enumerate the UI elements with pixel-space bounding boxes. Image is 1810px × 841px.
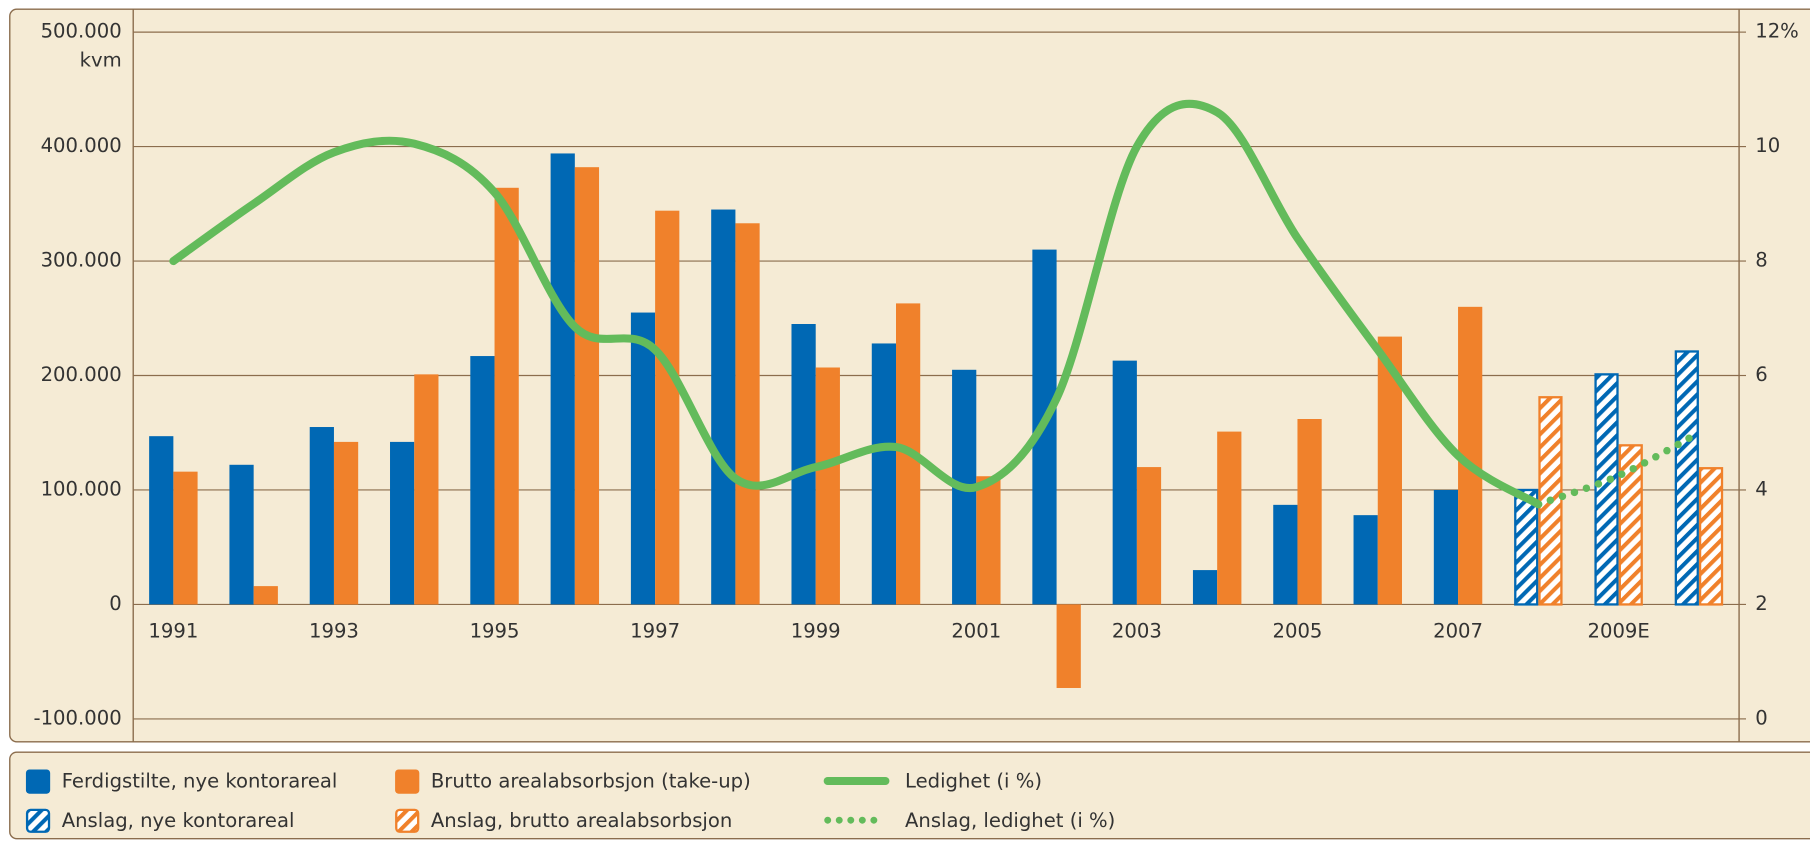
y2-tick-label: 0 bbox=[1755, 706, 1767, 729]
bar bbox=[550, 153, 575, 605]
y-tick-label: 500.000 bbox=[41, 20, 122, 43]
y2-tick-label: 6 bbox=[1755, 363, 1767, 386]
bar bbox=[871, 343, 897, 605]
legend-label: Anslag, brutto arealabsorbsjon bbox=[431, 809, 732, 832]
legend-label: Anslag, nye kontorareal bbox=[62, 809, 295, 832]
y2-tick-label: 10 bbox=[1755, 134, 1780, 157]
bar bbox=[1273, 504, 1298, 605]
bar bbox=[470, 356, 495, 605]
bar bbox=[1698, 467, 1724, 606]
y-tick-label: 0 bbox=[109, 592, 121, 615]
x-tick-label: 2005 bbox=[1273, 620, 1323, 643]
bar bbox=[149, 436, 174, 605]
bar bbox=[815, 367, 840, 605]
x-tick-label: 1995 bbox=[470, 620, 520, 643]
y2-tick-label: 8 bbox=[1755, 249, 1767, 272]
bar bbox=[1674, 350, 1699, 606]
y2-tick-label: 12% bbox=[1755, 20, 1799, 43]
legend-label: Anslag, ledighet (i %) bbox=[905, 809, 1115, 832]
bar bbox=[976, 476, 1001, 605]
bar bbox=[229, 464, 254, 605]
x-tick-label: 2009E bbox=[1587, 620, 1649, 643]
bar bbox=[333, 441, 359, 605]
bar bbox=[309, 427, 334, 605]
line bbox=[1534, 428, 1703, 509]
y-tick-label: 200.000 bbox=[41, 363, 122, 386]
legend-swatch bbox=[395, 808, 420, 833]
x-tick-label: 2007 bbox=[1433, 620, 1483, 643]
x-tick-label: 2001 bbox=[951, 620, 1001, 643]
legend-label: Ferdigstilte, nye kontorareal bbox=[62, 770, 338, 793]
y-tick-label: 400.000 bbox=[41, 134, 122, 157]
x-tick-label: 2003 bbox=[1112, 620, 1162, 643]
bar bbox=[1514, 488, 1539, 606]
legend-label: Brutto arealabsorbsjon (take-up) bbox=[431, 770, 751, 793]
legend-swatch bbox=[25, 769, 51, 794]
bar bbox=[1594, 373, 1619, 606]
bar bbox=[173, 471, 198, 605]
bar bbox=[630, 312, 656, 605]
legend-panel bbox=[9, 751, 1810, 840]
bar bbox=[1217, 431, 1242, 605]
y2-tick-label: 4 bbox=[1755, 477, 1767, 500]
legend-swatch bbox=[395, 769, 420, 794]
line bbox=[169, 99, 1543, 509]
bar bbox=[655, 210, 680, 605]
y-tick-label: -100.000 bbox=[34, 706, 122, 729]
bar bbox=[735, 223, 760, 605]
bar bbox=[1353, 515, 1378, 605]
legend-label: Ledighet (i %) bbox=[905, 770, 1042, 793]
bar bbox=[1112, 360, 1137, 605]
bar bbox=[414, 374, 439, 605]
bar bbox=[574, 167, 600, 605]
x-tick-label: 1997 bbox=[630, 620, 680, 643]
bar bbox=[390, 441, 415, 605]
x-tick-label: 1991 bbox=[148, 620, 198, 643]
x-tick-label: 1993 bbox=[309, 620, 359, 643]
bar bbox=[1618, 444, 1643, 606]
bar bbox=[1192, 570, 1218, 605]
bar bbox=[253, 586, 278, 605]
y-axis-unit: kvm bbox=[80, 49, 122, 72]
bar bbox=[1433, 489, 1459, 605]
bar bbox=[711, 209, 736, 605]
y-tick-label: 100.000 bbox=[41, 477, 122, 500]
bar bbox=[1136, 467, 1162, 605]
x-tick-label: 1999 bbox=[791, 620, 841, 643]
legend-swatch bbox=[25, 808, 51, 833]
bar bbox=[1297, 419, 1322, 605]
bar bbox=[494, 187, 519, 605]
bar bbox=[1056, 604, 1081, 688]
y-tick-label: 300.000 bbox=[41, 249, 122, 272]
y2-tick-label: 2 bbox=[1755, 592, 1767, 615]
